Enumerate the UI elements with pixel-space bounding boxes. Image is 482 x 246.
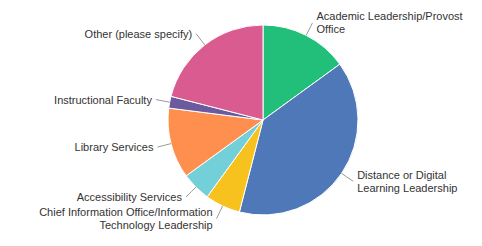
svg-text:Library Services: Library Services bbox=[75, 141, 154, 153]
svg-text:Chief Information Office/Infor: Chief Information Office/InformationTech… bbox=[39, 206, 212, 231]
svg-text:Academic Leadership/ProvostOff: Academic Leadership/ProvostOffice bbox=[316, 10, 462, 35]
svg-text:Distance or DigitalLearning Le: Distance or DigitalLearning Leadership bbox=[357, 169, 457, 194]
svg-text:Instructional Faculty: Instructional Faculty bbox=[54, 94, 152, 106]
svg-text:Other (please specify): Other (please specify) bbox=[85, 28, 193, 40]
svg-text:Accessibility Services: Accessibility Services bbox=[77, 191, 183, 203]
